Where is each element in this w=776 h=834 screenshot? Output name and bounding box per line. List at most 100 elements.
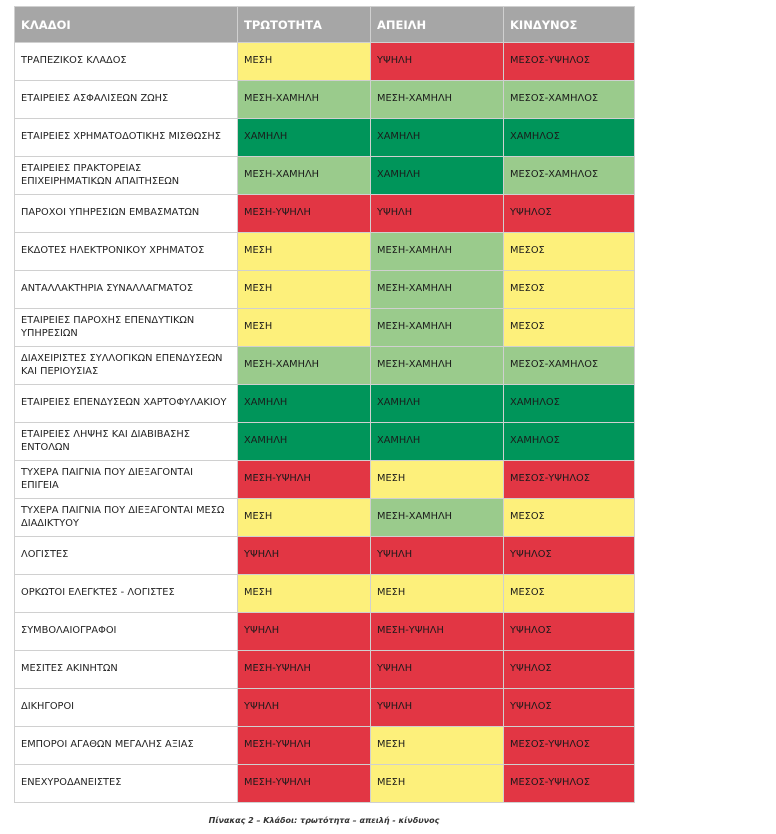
threat-level-cell: ΜΕΣΗ-ΧΑΜΗΛΗ: [370, 80, 504, 119]
sector-name-cell: ΑΝΤΑΛΛΑΚΤΗΡΙΑ ΣΥΝΑΛΛΑΓΜΑΤΟΣ: [14, 270, 238, 309]
threat-level-cell: ΜΕΣΗ-ΧΑΜΗΛΗ: [370, 346, 504, 385]
threat-level-cell: ΥΨΗΛΗ: [370, 688, 504, 727]
sector-name-cell: ΔΙΑΧΕΙΡΙΣΤΕΣ ΣΥΛΛΟΓΙΚΩΝ ΕΠΕΝΔΥΣΕΩΝ ΚΑΙ Π…: [14, 346, 238, 385]
vulnerability-level-cell: ΥΨΗΛΗ: [237, 612, 371, 651]
vulnerability-level-cell: ΜΕΣΗ: [237, 270, 371, 309]
table-row: ΛΟΓΙΣΤΕΣ ΥΨΗΛΗ ΥΨΗΛΗ ΥΨΗΛΟΣ: [14, 536, 635, 575]
table-row: ΤΥΧΕΡΑ ΠΑΙΓΝΙΑ ΠΟΥ ΔΙΕΞΑΓΟΝΤΑΙ ΕΠΙΓΕΙΑ ΜΕ…: [14, 460, 635, 499]
table-row: ΣΥΜΒΟΛΑΙΟΓΡΑΦΟΙ ΥΨΗΛΗ ΜΕΣΗ-ΥΨΗΛΗ ΥΨΗΛΟΣ: [14, 612, 635, 651]
vulnerability-level-cell: ΜΕΣΗ-ΧΑΜΗΛΗ: [237, 156, 371, 195]
vulnerability-level-cell: ΜΕΣΗ-ΥΨΗΛΗ: [237, 650, 371, 689]
sector-name-cell: ΕΝΕΧΥΡΟΔΑΝΕΙΣΤΕΣ: [14, 764, 238, 803]
sector-name-cell: ΤΥΧΕΡΑ ΠΑΙΓΝΙΑ ΠΟΥ ΔΙΕΞΑΓΟΝΤΑΙ ΕΠΙΓΕΙΑ: [14, 460, 238, 499]
table-row: ΕΤΑΙΡΕΙΕΣ ΧΡΗΜΑΤΟΔΟΤΙΚΗΣ ΜΙΣΘΩΣΗΣ ΧΑΜΗΛΗ Χ…: [14, 118, 635, 157]
risk-level-cell: ΥΨΗΛΟΣ: [503, 650, 635, 689]
table-row: ΕΤΑΙΡΕΙΕΣ ΛΗΨΗΣ ΚΑΙ ΔΙΑΒΙΒΑΣΗΣ ΕΝΤΟΛΩΝ ΧΑ…: [14, 422, 635, 461]
threat-level-cell: ΧΑΜΗΛΗ: [370, 118, 504, 157]
header-vulnerability: ΤΡΩΤΟΤΗΤΑ: [237, 6, 371, 43]
risk-level-cell: ΥΨΗΛΟΣ: [503, 612, 635, 651]
threat-level-cell: ΜΕΣΗ-ΥΨΗΛΗ: [370, 612, 504, 651]
table-row: ΤΡΑΠΕΖΙΚΟΣ ΚΛΑΔΟΣ ΜΕΣΗ ΥΨΗΛΗ ΜΕΣΟΣ-ΥΨΗΛΟΣ: [14, 42, 635, 81]
table-row: ΑΝΤΑΛΛΑΚΤΗΡΙΑ ΣΥΝΑΛΛΑΓΜΑΤΟΣ ΜΕΣΗ ΜΕΣΗ-ΧΑΜΗ…: [14, 270, 635, 309]
sector-name-cell: ΕΤΑΙΡΕΙΕΣ ΑΣΦΑΛΙΣΕΩΝ ΖΩΗΣ: [14, 80, 238, 119]
vulnerability-level-cell: ΜΕΣΗ: [237, 232, 371, 271]
header-sectors: ΚΛΑΔΟΙ: [14, 6, 238, 43]
risk-table: ΚΛΑΔΟΙ ΤΡΩΤΟΤΗΤΑ ΑΠΕΙΛΗ ΚΙΝΔΥΝΟΣ ΤΡΑΠΕΖΙ…: [14, 6, 635, 803]
sector-name-cell: ΕΤΑΙΡΕΙΕΣ ΕΠΕΝΔΥΣΕΩΝ ΧΑΡΤΟΦΥΛΑΚΙΟΥ: [14, 384, 238, 423]
table-row: ΜΕΣΙΤΕΣ ΑΚΙΝΗΤΩΝ ΜΕΣΗ-ΥΨΗΛΗ ΥΨΗΛΗ ΥΨΗΛΟΣ: [14, 650, 635, 689]
sector-name-cell: ΕΚΔΟΤΕΣ ΗΛΕΚΤΡΟΝΙΚΟΥ ΧΡΗΜΑΤΟΣ: [14, 232, 238, 271]
threat-level-cell: ΜΕΣΗ-ΧΑΜΗΛΗ: [370, 308, 504, 347]
threat-level-cell: ΜΕΣΗ-ΧΑΜΗΛΗ: [370, 498, 504, 537]
sector-name-cell: ΛΟΓΙΣΤΕΣ: [14, 536, 238, 575]
table-row: ΔΙΑΧΕΙΡΙΣΤΕΣ ΣΥΛΛΟΓΙΚΩΝ ΕΠΕΝΔΥΣΕΩΝ ΚΑΙ Π…: [14, 346, 635, 385]
risk-level-cell: ΜΕΣΟΣ: [503, 232, 635, 271]
sector-name-cell: ΕΤΑΙΡΕΙΕΣ ΛΗΨΗΣ ΚΑΙ ΔΙΑΒΙΒΑΣΗΣ ΕΝΤΟΛΩΝ: [14, 422, 238, 461]
threat-level-cell: ΧΑΜΗΛΗ: [370, 384, 504, 423]
vulnerability-level-cell: ΜΕΣΗ-ΥΨΗΛΗ: [237, 460, 371, 499]
threat-level-cell: ΜΕΣΗ: [370, 764, 504, 803]
risk-level-cell: ΜΕΣΟΣ-ΥΨΗΛΟΣ: [503, 726, 635, 765]
sector-name-cell: ΕΤΑΙΡΕΙΕΣ ΠΑΡΟΧΗΣ ΕΠΕΝΔΥΤΙΚΩΝ ΥΠΗΡΕΣΙΩΝ: [14, 308, 238, 347]
table-body: ΤΡΑΠΕΖΙΚΟΣ ΚΛΑΔΟΣ ΜΕΣΗ ΥΨΗΛΗ ΜΕΣΟΣ-ΥΨΗΛΟΣ ΕΤ…: [14, 42, 635, 803]
sector-name-cell: ΕΤΑΙΡΕΙΕΣ ΠΡΑΚΤΟΡΕΙΑΣ ΕΠΙΧΕΙΡΗΜΑΤΙΚΩΝ ΑΠ…: [14, 156, 238, 195]
risk-level-cell: ΜΕΣΟΣ-ΧΑΜΗΛΟΣ: [503, 156, 635, 195]
table-row: ΕΤΑΙΡΕΙΕΣ ΠΑΡΟΧΗΣ ΕΠΕΝΔΥΤΙΚΩΝ ΥΠΗΡΕΣΙΩΝ Μ…: [14, 308, 635, 347]
risk-level-cell: ΥΨΗΛΟΣ: [503, 536, 635, 575]
table-row: ΕΤΑΙΡΕΙΕΣ ΕΠΕΝΔΥΣΕΩΝ ΧΑΡΤΟΦΥΛΑΚΙΟΥ ΧΑΜΗΛΗ…: [14, 384, 635, 423]
sector-name-cell: ΜΕΣΙΤΕΣ ΑΚΙΝΗΤΩΝ: [14, 650, 238, 689]
risk-level-cell: ΜΕΣΟΣ-ΥΨΗΛΟΣ: [503, 764, 635, 803]
risk-level-cell: ΥΨΗΛΟΣ: [503, 194, 635, 233]
vulnerability-level-cell: ΧΑΜΗΛΗ: [237, 422, 371, 461]
risk-level-cell: ΜΕΣΟΣ-ΥΨΗΛΟΣ: [503, 460, 635, 499]
threat-level-cell: ΥΨΗΛΗ: [370, 194, 504, 233]
vulnerability-level-cell: ΥΨΗΛΗ: [237, 688, 371, 727]
threat-level-cell: ΥΨΗΛΗ: [370, 536, 504, 575]
risk-level-cell: ΜΕΣΟΣ: [503, 270, 635, 309]
table-row: ΕΜΠΟΡΟΙ ΑΓΑΘΩΝ ΜΕΓΑΛΗΣ ΑΞΙΑΣ ΜΕΣΗ-ΥΨΗΛΗ ΜΕ…: [14, 726, 635, 765]
table-row: ΔΙΚΗΓΟΡΟΙ ΥΨΗΛΗ ΥΨΗΛΗ ΥΨΗΛΟΣ: [14, 688, 635, 727]
vulnerability-level-cell: ΧΑΜΗΛΗ: [237, 384, 371, 423]
threat-level-cell: ΜΕΣΗ-ΧΑΜΗΛΗ: [370, 232, 504, 271]
header-risk: ΚΙΝΔΥΝΟΣ: [503, 6, 635, 43]
table-row: ΟΡΚΩΤΟΙ ΕΛΕΓΚΤΕΣ - ΛΟΓΙΣΤΕΣ ΜΕΣΗ ΜΕΣΗ ΜΕΣΟΣ: [14, 574, 635, 613]
risk-level-cell: ΜΕΣΟΣ: [503, 498, 635, 537]
sector-name-cell: ΟΡΚΩΤΟΙ ΕΛΕΓΚΤΕΣ - ΛΟΓΙΣΤΕΣ: [14, 574, 238, 613]
risk-level-cell: ΧΑΜΗΛΟΣ: [503, 118, 635, 157]
vulnerability-level-cell: ΧΑΜΗΛΗ: [237, 118, 371, 157]
risk-level-cell: ΥΨΗΛΟΣ: [503, 688, 635, 727]
table-row: ΕΚΔΟΤΕΣ ΗΛΕΚΤΡΟΝΙΚΟΥ ΧΡΗΜΑΤΟΣ ΜΕΣΗ ΜΕΣΗ-ΧΑ…: [14, 232, 635, 271]
risk-level-cell: ΜΕΣΟΣ: [503, 574, 635, 613]
sector-name-cell: ΤΥΧΕΡΑ ΠΑΙΓΝΙΑ ΠΟΥ ΔΙΕΞΑΓΟΝΤΑΙ ΜΕΣΩ ΔΙΑΔ…: [14, 498, 238, 537]
risk-level-cell: ΧΑΜΗΛΟΣ: [503, 384, 635, 423]
sector-name-cell: ΠΑΡΟΧΟΙ ΥΠΗΡΕΣΙΩΝ ΕΜΒΑΣΜΑΤΩΝ: [14, 194, 238, 233]
risk-level-cell: ΧΑΜΗΛΟΣ: [503, 422, 635, 461]
vulnerability-level-cell: ΜΕΣΗ: [237, 308, 371, 347]
vulnerability-level-cell: ΜΕΣΗ: [237, 42, 371, 81]
threat-level-cell: ΥΨΗΛΗ: [370, 42, 504, 81]
vulnerability-level-cell: ΜΕΣΗ-ΧΑΜΗΛΗ: [237, 80, 371, 119]
vulnerability-level-cell: ΜΕΣΗ: [237, 498, 371, 537]
sector-name-cell: ΕΜΠΟΡΟΙ ΑΓΑΘΩΝ ΜΕΓΑΛΗΣ ΑΞΙΑΣ: [14, 726, 238, 765]
sector-name-cell: ΣΥΜΒΟΛΑΙΟΓΡΑΦΟΙ: [14, 612, 238, 651]
risk-level-cell: ΜΕΣΟΣ-ΥΨΗΛΟΣ: [503, 42, 635, 81]
vulnerability-level-cell: ΜΕΣΗ: [237, 574, 371, 613]
table-row: ΕΤΑΙΡΕΙΕΣ ΑΣΦΑΛΙΣΕΩΝ ΖΩΗΣ ΜΕΣΗ-ΧΑΜΗΛΗ ΜΕΣΗ…: [14, 80, 635, 119]
table-header: ΚΛΑΔΟΙ ΤΡΩΤΟΤΗΤΑ ΑΠΕΙΛΗ ΚΙΝΔΥΝΟΣ: [14, 6, 635, 43]
vulnerability-level-cell: ΜΕΣΗ-ΥΨΗΛΗ: [237, 726, 371, 765]
threat-level-cell: ΧΑΜΗΛΗ: [370, 156, 504, 195]
vulnerability-level-cell: ΜΕΣΗ-ΥΨΗΛΗ: [237, 764, 371, 803]
vulnerability-level-cell: ΥΨΗΛΗ: [237, 536, 371, 575]
table-row: ΕΝΕΧΥΡΟΔΑΝΕΙΣΤΕΣ ΜΕΣΗ-ΥΨΗΛΗ ΜΕΣΗ ΜΕΣΟΣ-ΥΨΗΛ…: [14, 764, 635, 803]
risk-level-cell: ΜΕΣΟΣ-ΧΑΜΗΛΟΣ: [503, 80, 635, 119]
header-row: ΚΛΑΔΟΙ ΤΡΩΤΟΤΗΤΑ ΑΠΕΙΛΗ ΚΙΝΔΥΝΟΣ: [14, 6, 635, 43]
threat-level-cell: ΜΕΣΗ: [370, 574, 504, 613]
threat-level-cell: ΜΕΣΗ: [370, 460, 504, 499]
sector-name-cell: ΔΙΚΗΓΟΡΟΙ: [14, 688, 238, 727]
risk-level-cell: ΜΕΣΟΣ-ΧΑΜΗΛΟΣ: [503, 346, 635, 385]
header-threat: ΑΠΕΙΛΗ: [370, 6, 504, 43]
table-caption: Πίνακας 2 – Κλάδοι: τρωτότητα – απειλή -…: [208, 816, 440, 825]
table-row: ΕΤΑΙΡΕΙΕΣ ΠΡΑΚΤΟΡΕΙΑΣ ΕΠΙΧΕΙΡΗΜΑΤΙΚΩΝ ΑΠ…: [14, 156, 635, 195]
threat-level-cell: ΧΑΜΗΛΗ: [370, 422, 504, 461]
threat-level-cell: ΥΨΗΛΗ: [370, 650, 504, 689]
